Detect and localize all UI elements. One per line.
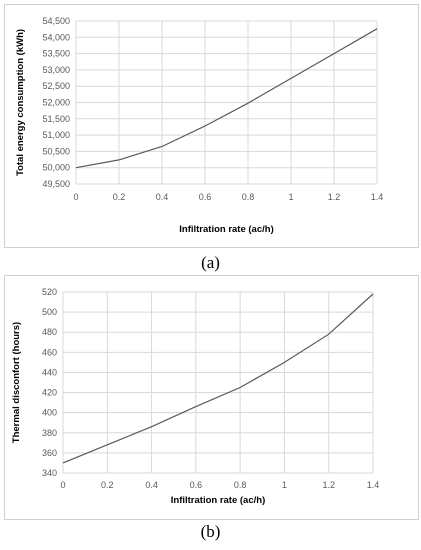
chart-b-xtick-label: 0.4 bbox=[145, 480, 158, 490]
chart-b-caption: (b) bbox=[200, 522, 221, 541]
chart-a-caption: (a) bbox=[201, 253, 220, 272]
chart-a-ytick-label: 54,500 bbox=[42, 16, 70, 26]
chart-a-ytick-label: 54,000 bbox=[42, 32, 70, 42]
chart-b-xtick-label: 1 bbox=[282, 480, 287, 490]
chart-b-xtick-label: 1.2 bbox=[322, 480, 335, 490]
chart-a-xtick-label: 1 bbox=[288, 192, 293, 202]
chart-a: 49,500 50,000 50,500 51,000 51,500 52,000 52,5… bbox=[15, 16, 384, 235]
chart-b-ytick-label: 400 bbox=[42, 408, 57, 418]
chart-b-xaxis-title: Infiltration rate (ac/h) bbox=[171, 495, 265, 506]
chart-b-xtick-label: 0 bbox=[60, 480, 65, 490]
chart-b-ytick-label: 340 bbox=[42, 468, 57, 478]
chart-a-ytick-label: 50,500 bbox=[42, 146, 70, 156]
chart-b-ytick-label: 360 bbox=[42, 448, 57, 458]
chart-b-ytick-label: 440 bbox=[42, 367, 57, 377]
chart-a-ytick-label: 51,500 bbox=[42, 114, 70, 124]
chart-b-ytick-label: 380 bbox=[42, 428, 57, 438]
chart-a-ytick-label: 49,500 bbox=[42, 179, 70, 189]
chart-a-xtick-label: 0.8 bbox=[242, 192, 255, 202]
chart-b-ytick-label: 460 bbox=[42, 347, 57, 357]
chart-b: 340 360 380 400 420 440 460 480 500 520 0 0.2 0.4 0.6… bbox=[11, 287, 380, 506]
chart-a-ytick-label: 51,000 bbox=[42, 130, 70, 140]
chart-b-xtick-label: 1.4 bbox=[367, 480, 380, 490]
chart-b-ytick-label: 420 bbox=[42, 388, 57, 398]
chart-a-xtick-label: 0.2 bbox=[113, 192, 126, 202]
chart-a-xtick-label: 0 bbox=[73, 192, 78, 202]
chart-a-ytick-label: 52,000 bbox=[42, 98, 70, 108]
chart-b-panel: 340 360 380 400 420 440 460 480 500 520 0 0.2 0.4 0.6… bbox=[4, 275, 419, 520]
chart-b-yaxis-title: Thermal disconfort (hours) bbox=[11, 322, 22, 443]
chart-a-ytick-label: 52,500 bbox=[42, 81, 70, 91]
chart-b-xtick-label: 0.2 bbox=[101, 480, 114, 490]
chart-a-panel: 49,500 50,000 50,500 51,000 51,500 52,000 52,5… bbox=[4, 4, 419, 248]
chart-a-xtick-label: 1.2 bbox=[328, 192, 341, 202]
chart-a-xtick-label: 1.4 bbox=[371, 192, 384, 202]
chart-b-ytick-label: 480 bbox=[42, 327, 57, 337]
chart-a-ytick-label: 50,000 bbox=[42, 163, 70, 173]
chart-b-xtick-label: 0.8 bbox=[234, 480, 247, 490]
chart-a-xaxis-title: Infiltration rate (ac/h) bbox=[179, 224, 273, 235]
chart-a-ytick-label: 53,500 bbox=[42, 49, 70, 59]
chart-b-series-line bbox=[62, 293, 374, 464]
chart-a-ytick-label: 53,000 bbox=[42, 65, 70, 75]
chart-a-xtick-label: 0.4 bbox=[156, 192, 169, 202]
chart-a-yaxis-title: Total energy consumption (kWh) bbox=[15, 29, 26, 176]
chart-b-ytick-label: 520 bbox=[42, 287, 57, 297]
chart-b-xtick-label: 0.6 bbox=[190, 480, 203, 490]
chart-a-series-line bbox=[75, 28, 378, 169]
chart-a-xtick-label: 0.6 bbox=[199, 192, 212, 202]
chart-b-ytick-label: 500 bbox=[42, 307, 57, 317]
